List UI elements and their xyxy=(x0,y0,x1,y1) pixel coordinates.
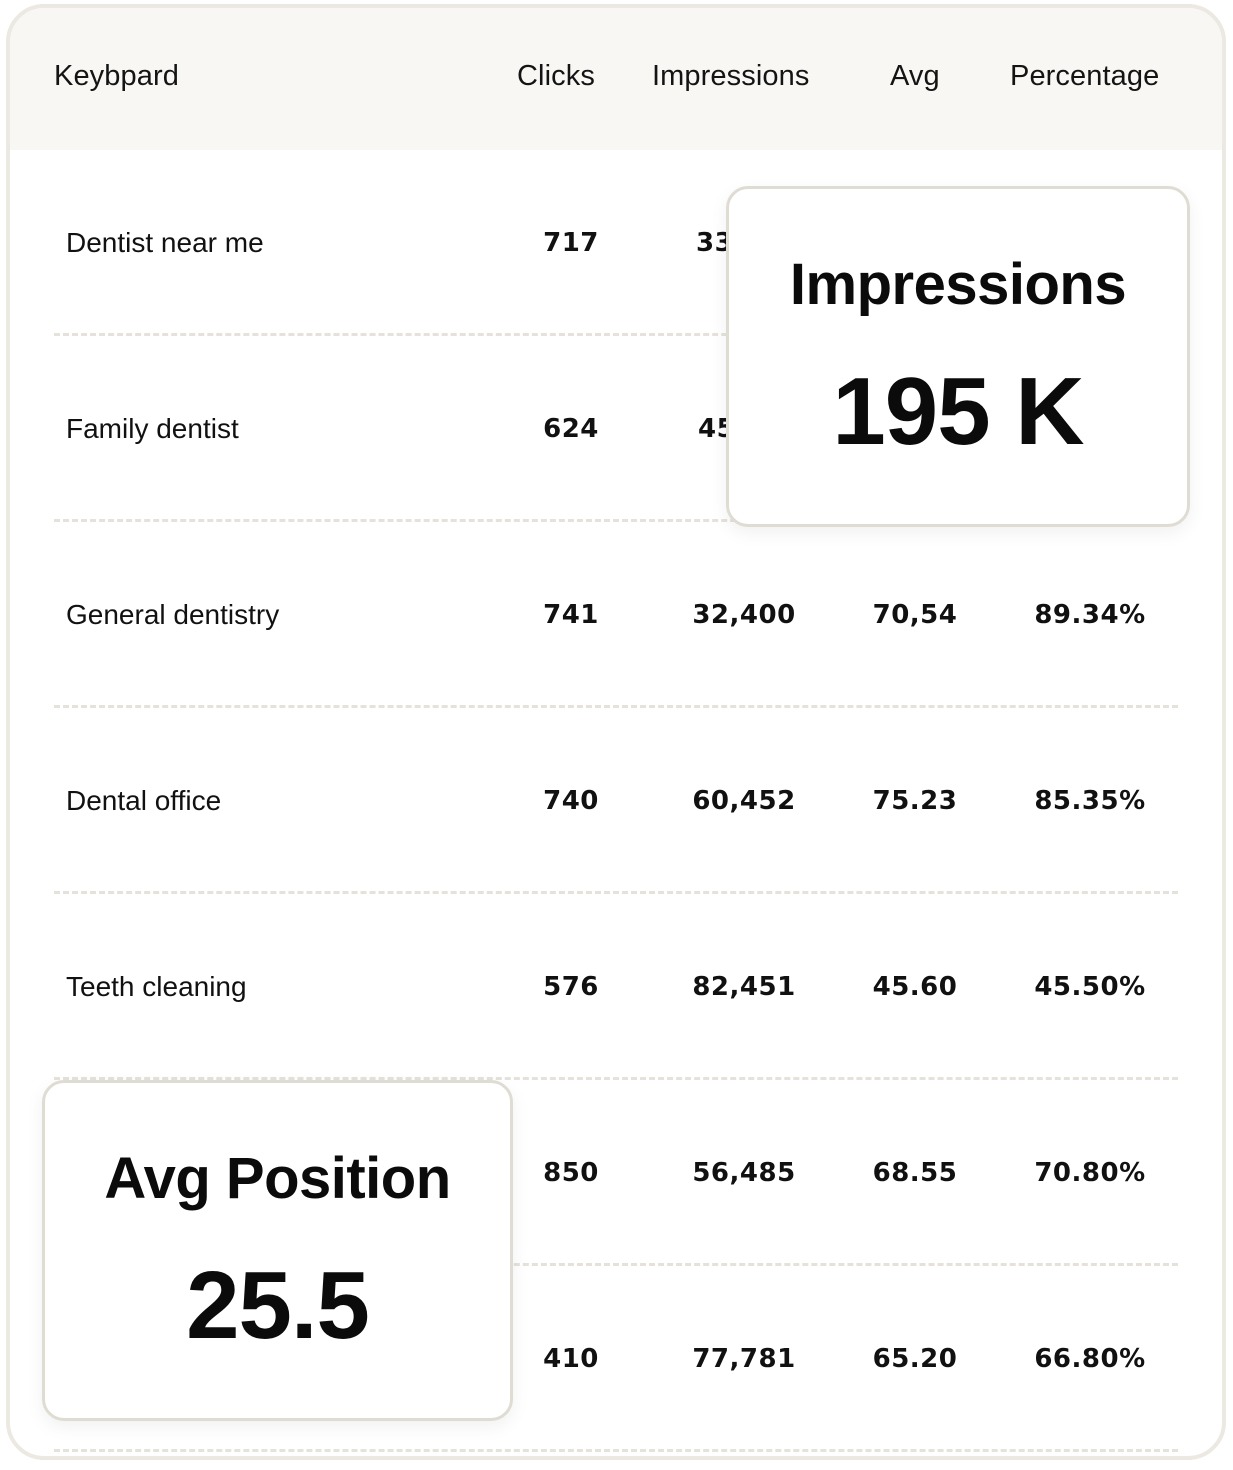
clicks-cell: 624 xyxy=(543,414,599,444)
table-row[interactable]: Family dentist 624 45 xyxy=(10,336,1222,522)
column-header-keyword[interactable]: Keybpard xyxy=(54,60,179,92)
impressions-cell: 82,451 xyxy=(692,972,796,1002)
avg-cell: 45.60 xyxy=(872,972,958,1002)
clicks-cell: 717 xyxy=(543,228,599,258)
table-row[interactable]: General dentistry 741 32,400 70,54 89.34… xyxy=(10,522,1222,708)
clicks-cell: 741 xyxy=(543,600,599,630)
row-divider xyxy=(54,1449,1178,1452)
impressions-cell: 77,781 xyxy=(692,1344,796,1374)
row-divider xyxy=(54,891,1178,894)
clicks-cell: 410 xyxy=(543,1344,599,1374)
column-header-clicks[interactable]: Clicks xyxy=(517,60,595,92)
avg-position-stat-value: 25.5 xyxy=(186,1252,370,1359)
column-header-percentage[interactable]: Percentage xyxy=(1010,60,1160,92)
percentage-cell: 89.34% xyxy=(1034,600,1146,630)
impressions-cell: 60,452 xyxy=(692,786,796,816)
clicks-cell: 740 xyxy=(543,786,599,816)
avg-cell: 70,54 xyxy=(872,600,958,630)
avg-position-stat-card: Avg Position 25.5 xyxy=(42,1080,513,1421)
keyword-cell: General dentistry xyxy=(66,599,280,630)
keyword-cell: Dentist near me xyxy=(66,227,264,258)
table-row[interactable]: Dental office 740 60,452 75.23 85.35% xyxy=(10,708,1222,894)
percentage-cell: 45.50% xyxy=(1034,972,1146,1002)
impressions-cell: 56,485 xyxy=(692,1158,796,1188)
keyword-cell: Teeth cleaning xyxy=(66,971,247,1002)
row-divider xyxy=(54,519,1178,522)
avg-cell: 65.20 xyxy=(872,1344,958,1374)
column-header-impressions[interactable]: Impressions xyxy=(652,60,810,92)
row-divider xyxy=(54,1077,1178,1080)
clicks-cell: 850 xyxy=(543,1158,599,1188)
avg-position-stat-title: Avg Position xyxy=(104,1146,451,1211)
table-row[interactable]: 410 77,781 65.20 66.80% xyxy=(10,1266,1222,1452)
table-row[interactable]: Teeth cleaning 576 82,451 45.60 45.50% xyxy=(10,894,1222,1080)
avg-cell: 68.55 xyxy=(872,1158,958,1188)
clicks-cell: 576 xyxy=(543,972,599,1002)
keyword-cell: Dental office xyxy=(66,785,222,816)
row-divider xyxy=(54,705,1178,708)
percentage-cell: 66.80% xyxy=(1034,1344,1146,1374)
impressions-cell: 32,400 xyxy=(692,600,796,630)
avg-cell: 75.23 xyxy=(872,786,958,816)
impressions-stat-card: Impressions 195 K xyxy=(726,186,1190,527)
row-divider xyxy=(54,1263,1178,1266)
impressions-stat-value: 195 K xyxy=(832,358,1084,465)
impressions-stat-title: Impressions xyxy=(789,252,1127,317)
table-header: Keybpard Clicks Impressions Avg Percenta… xyxy=(10,8,1222,150)
percentage-cell: 85.35% xyxy=(1034,786,1146,816)
keyword-cell: Family dentist xyxy=(66,413,239,444)
percentage-cell: 70.80% xyxy=(1034,1158,1146,1188)
row-divider xyxy=(54,333,1178,336)
table-row[interactable]: 850 56,485 68.55 70.80% xyxy=(10,1080,1222,1266)
column-header-avg[interactable]: Avg xyxy=(890,60,940,92)
